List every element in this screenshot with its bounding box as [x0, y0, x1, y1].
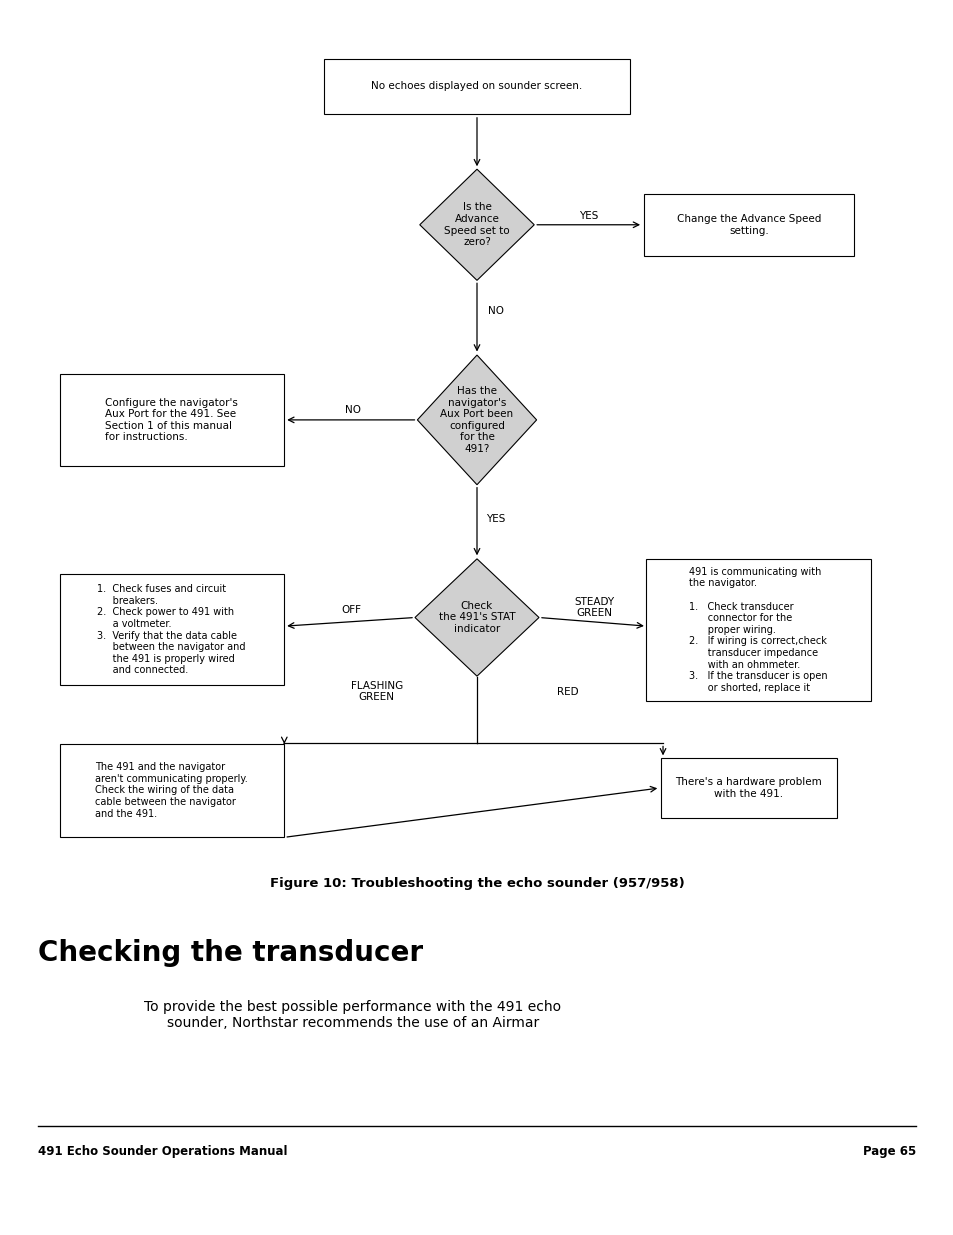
- Text: No echoes displayed on sounder screen.: No echoes displayed on sounder screen.: [371, 82, 582, 91]
- Text: Has the
navigator's
Aux Port been
configured
for the
491?: Has the navigator's Aux Port been config…: [440, 385, 513, 454]
- FancyBboxPatch shape: [643, 194, 853, 256]
- Text: STEADY
GREEN: STEADY GREEN: [574, 597, 614, 619]
- Text: OFF: OFF: [341, 605, 360, 615]
- Polygon shape: [416, 356, 536, 484]
- Text: The 491 and the navigator
aren't communicating properly.
Check the wiring of the: The 491 and the navigator aren't communi…: [95, 762, 248, 819]
- FancyBboxPatch shape: [60, 574, 283, 685]
- Text: YES: YES: [486, 514, 505, 524]
- Text: Checking the transducer: Checking the transducer: [38, 940, 423, 967]
- Text: 491 is communicating with
the navigator.

1.   Check transducer
      connector : 491 is communicating with the navigator.…: [688, 567, 827, 693]
- Polygon shape: [419, 169, 534, 280]
- Text: 491 Echo Sounder Operations Manual: 491 Echo Sounder Operations Manual: [38, 1145, 288, 1157]
- Text: Change the Advance Speed
setting.: Change the Advance Speed setting.: [676, 214, 821, 236]
- Polygon shape: [415, 558, 538, 677]
- Text: Configure the navigator's
Aux Port for the 491. See
Section 1 of this manual
for: Configure the navigator's Aux Port for t…: [105, 398, 238, 442]
- FancyBboxPatch shape: [60, 743, 283, 837]
- Text: There's a hardware problem
with the 491.: There's a hardware problem with the 491.: [675, 777, 821, 799]
- FancyBboxPatch shape: [646, 558, 869, 701]
- Text: To provide the best possible performance with the 491 echo
sounder, Northstar re: To provide the best possible performance…: [144, 1000, 561, 1030]
- Text: 1.  Check fuses and circuit
     breakers.
2.  Check power to 491 with
     a vo: 1. Check fuses and circuit breakers. 2. …: [97, 584, 246, 676]
- Text: FLASHING
GREEN: FLASHING GREEN: [351, 680, 402, 703]
- Text: RED: RED: [557, 687, 578, 697]
- Text: Figure 10: Troubleshooting the echo sounder (957/958): Figure 10: Troubleshooting the echo soun…: [270, 877, 683, 889]
- Text: Page 65: Page 65: [862, 1145, 915, 1157]
- FancyBboxPatch shape: [60, 373, 283, 467]
- FancyBboxPatch shape: [659, 758, 837, 818]
- FancyBboxPatch shape: [324, 58, 629, 115]
- Text: YES: YES: [578, 211, 598, 221]
- Text: Is the
Advance
Speed set to
zero?: Is the Advance Speed set to zero?: [444, 203, 509, 247]
- Text: Check
the 491's STAT
indicator: Check the 491's STAT indicator: [438, 601, 515, 634]
- Text: NO: NO: [488, 306, 503, 316]
- Text: NO: NO: [345, 405, 360, 415]
